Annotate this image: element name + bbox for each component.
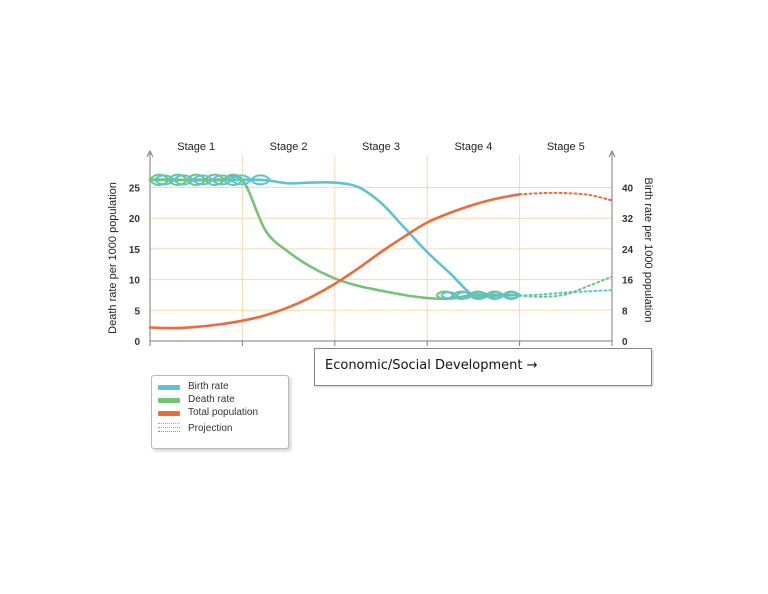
right-axis-ticks: 0 8 16 24 32 40 — [622, 184, 634, 348]
left-tick-label: 5 — [134, 306, 140, 317]
right-tick-label: 40 — [622, 184, 634, 195]
legend-label: Total population — [188, 407, 259, 418]
x-axis-label-box: Economic/Social Development → — [314, 348, 652, 386]
stage-label: Stage 1 — [177, 141, 215, 153]
stage1-death-oscillation — [149, 173, 244, 187]
right-axis-arrow — [608, 149, 616, 158]
stage-label: Stage 2 — [270, 141, 308, 153]
x-axis-label: Economic/Social Development → — [325, 358, 538, 373]
stage-label: Stage 3 — [362, 141, 400, 153]
stage4-birth-oscillation — [440, 291, 521, 300]
left-tick-label: 15 — [129, 245, 141, 256]
left-axis-arrow — [146, 149, 154, 158]
series-line-total-population — [148, 193, 521, 330]
left-tick-label: 0 — [134, 337, 140, 348]
legend-label: Birth rate — [188, 381, 229, 392]
legend-item-death-rate: Death rate — [158, 394, 284, 406]
projection-line-death-rate — [518, 275, 613, 298]
legend-swatch-death-rate — [158, 398, 180, 403]
legend-item-birth-rate: Birth rate — [158, 381, 284, 393]
right-tick-label: 24 — [622, 245, 634, 256]
legend-swatch-projection — [158, 423, 180, 435]
left-axis-ticks: 0 5 10 15 20 25 — [129, 184, 141, 348]
left-tick-label: 25 — [129, 184, 141, 195]
right-tick-label: 0 — [622, 337, 628, 348]
axes — [146, 149, 616, 346]
legend: Birth rate Death rate Total population P… — [151, 375, 289, 449]
legend-label: Death rate — [188, 394, 235, 405]
projection-line-total-population — [518, 191, 613, 202]
right-tick-label: 32 — [622, 214, 634, 225]
right-axis-label: Birth rate per 1000 population — [642, 178, 654, 323]
left-tick-label: 20 — [129, 214, 141, 225]
legend-label: Projection — [188, 423, 233, 434]
series-lines — [148, 173, 613, 330]
stage-labels: Stage 1 Stage 2 Stage 3 Stage 4 Stage 5 — [177, 141, 585, 153]
stage1-birth-oscillation — [153, 174, 271, 186]
left-tick-label: 10 — [129, 276, 141, 287]
stage-label: Stage 5 — [547, 141, 585, 153]
legend-item-projection: Projection — [158, 423, 284, 434]
right-tick-label: 16 — [622, 276, 634, 287]
projection-line-birth-rate — [518, 289, 613, 297]
legend-item-total-population: Total population — [158, 407, 284, 419]
grid-lines — [150, 155, 612, 341]
stage-label: Stage 4 — [454, 141, 492, 153]
left-axis-label: Death rate per 1000 population — [107, 182, 119, 334]
legend-swatch-total-population — [158, 411, 180, 416]
right-tick-label: 8 — [622, 306, 628, 317]
legend-swatch-birth-rate — [158, 385, 180, 390]
